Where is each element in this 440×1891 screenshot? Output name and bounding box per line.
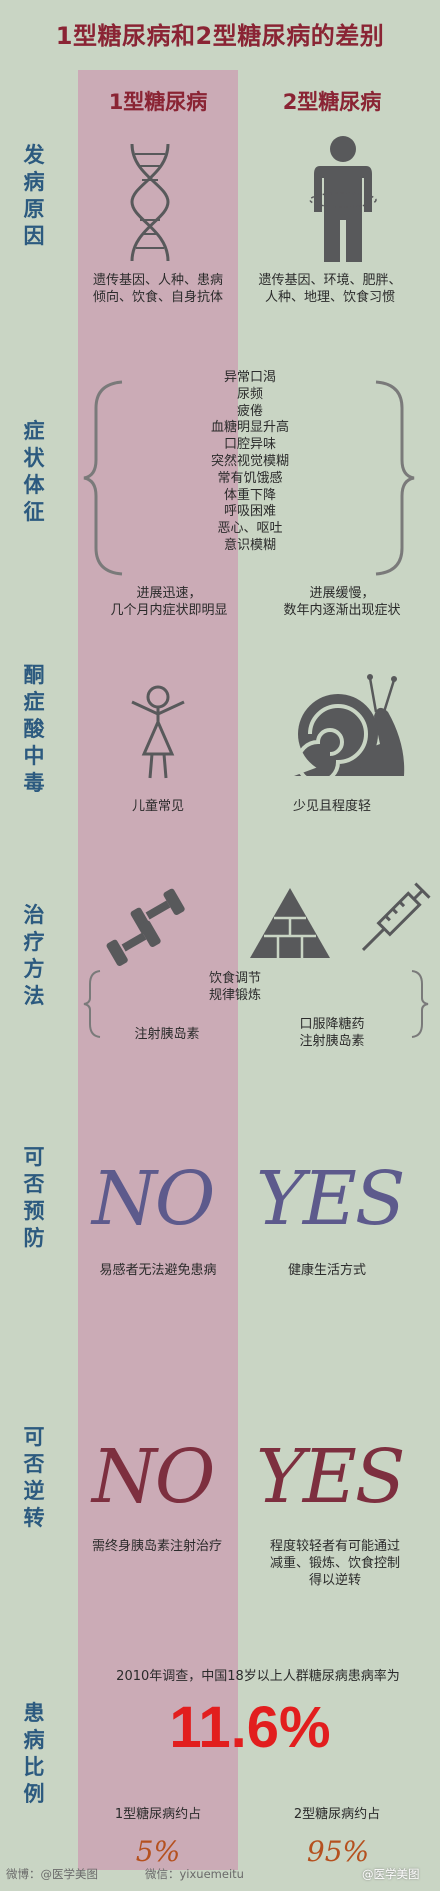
type1-column-band bbox=[78, 70, 238, 1870]
ratio-type2-text: 2型糖尿病约占 bbox=[293, 1807, 381, 1822]
person-icon bbox=[309, 136, 377, 262]
column-header-type2: 2型糖尿病 bbox=[282, 90, 382, 114]
prevention-type1-text: 易感者无法避免患病 bbox=[99, 1263, 217, 1278]
symptom-item: 常有饥饿感 bbox=[217, 470, 283, 486]
prevention-type2-answer: YES bbox=[256, 1156, 406, 1242]
left-brace-small-icon bbox=[83, 970, 101, 1038]
ketoacidosis-type2-text: 少见且程度轻 bbox=[292, 799, 371, 814]
reversal-type2-text: 程度较轻者有可能通过 减重、锻炼、饮食控制 得以逆转 bbox=[269, 1539, 400, 1588]
watermark: @医学美图 bbox=[362, 1867, 420, 1881]
survey-text: 2010年调查，中国18岁以上人群糖尿病患病率为 bbox=[116, 1669, 400, 1684]
ratio-type1-text: 1型糖尿病约占 bbox=[114, 1807, 202, 1822]
section-label-ketoacidosis: 酮 症 酸 中 毒 bbox=[23, 663, 45, 795]
pyramid-icon bbox=[250, 888, 330, 958]
symptom-item: 体重下降 bbox=[223, 487, 276, 503]
prevalence-rate: 11.6% bbox=[169, 1695, 331, 1760]
girl-icon bbox=[131, 685, 185, 779]
reversal-type1-text: 需终身胰岛素注射治疗 bbox=[91, 1539, 222, 1554]
right-brace-small-icon bbox=[411, 970, 429, 1038]
column-header-type1: 1型糖尿病 bbox=[108, 90, 208, 114]
type1-percent: 5% bbox=[135, 1835, 181, 1868]
symptom-item: 疲倦 bbox=[236, 403, 263, 419]
reversal-type2-answer: YES bbox=[256, 1434, 406, 1520]
section-label-cause: 发 病 原 因 bbox=[23, 143, 45, 248]
dna-icon bbox=[130, 143, 170, 262]
symptom-list: 异常口渴 尿频 疲倦 血糖明显升高 口腔异味 突然视觉模糊 常有饥饿感 体重下降 呼吸困难 恶心、… bbox=[130, 370, 370, 555]
symptom-item: 异常口渴 bbox=[223, 370, 276, 385]
dumbbell-icon bbox=[106, 888, 185, 967]
symptom-item: 口腔异味 bbox=[223, 437, 276, 453]
footer-wechat: 微信：yixuemeitu bbox=[145, 1867, 244, 1881]
symptoms-type2-text: 进展缓慢， 数年内逐渐出现症状 bbox=[283, 586, 401, 618]
symptom-item: 血糖明显升高 bbox=[210, 420, 289, 436]
symptom-item: 突然视觉模糊 bbox=[210, 453, 289, 469]
cause-type1-text: 遗传基因、人种、患病 倾向、饮食、自身抗体 bbox=[92, 273, 223, 305]
symptoms-type1-text: 进展迅速， 几个月内症状即明显 bbox=[110, 586, 228, 618]
prevention-type2-text: 健康生活方式 bbox=[287, 1263, 366, 1278]
symptom-item: 意识模糊 bbox=[223, 537, 276, 553]
section-label-reversal: 可 否 逆 转 bbox=[23, 1425, 45, 1530]
section-label-symptoms: 症 状 体 征 bbox=[23, 419, 45, 524]
prevention-type1-answer: NO bbox=[92, 1156, 215, 1242]
symptom-item: 尿频 bbox=[236, 386, 263, 402]
syringe-icon bbox=[361, 882, 431, 952]
left-brace-icon bbox=[83, 380, 123, 576]
ketoacidosis-type1-text: 儿童常见 bbox=[131, 799, 184, 814]
reversal-type1-answer: NO bbox=[92, 1434, 215, 1520]
snail-icon bbox=[294, 674, 405, 782]
treatment-type2-text: 口服降糖药 注射胰岛素 bbox=[299, 1017, 365, 1049]
section-label-treatment: 治 疗 方 法 bbox=[23, 903, 45, 1008]
type2-percent: 95% bbox=[306, 1835, 370, 1868]
section-label-ratio: 患 病 比 例 bbox=[23, 1701, 45, 1806]
section-label-prevention: 可 否 预 防 bbox=[23, 1145, 45, 1250]
symptom-item: 恶心、呕吐 bbox=[217, 521, 283, 537]
right-brace-icon bbox=[375, 380, 415, 576]
page-title: 1型糖尿病和2型糖尿病的差别 bbox=[55, 22, 385, 50]
treatment-common-text: 饮食调节 规律锻炼 bbox=[208, 971, 261, 1003]
treatment-type1-text: 注射胰岛素 bbox=[134, 1027, 200, 1042]
footer-weibo: 微博：@医学美图 bbox=[6, 1867, 98, 1881]
cause-type2-text: 遗传基因、环境、肥胖、 人种、地理、饮食习惯 bbox=[258, 273, 402, 305]
symptom-item: 呼吸困难 bbox=[223, 504, 276, 520]
